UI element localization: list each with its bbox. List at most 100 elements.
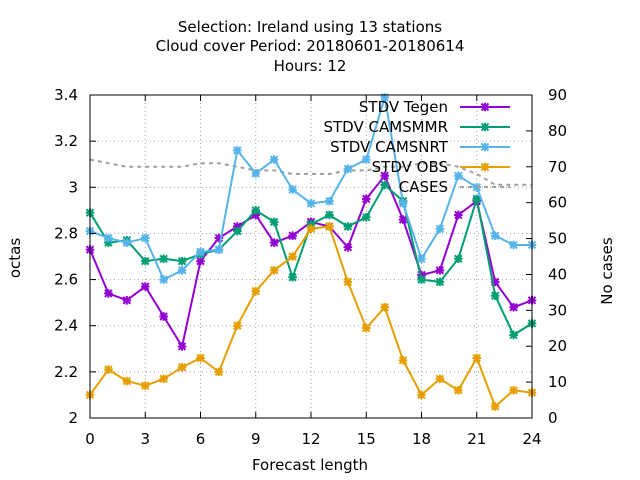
y-tick-label: 2.6 — [54, 271, 78, 289]
data-point-stdv-tegen — [140, 282, 150, 291]
data-point-stdv-camsmmr — [380, 180, 389, 190]
y2-tick-label: 30 — [548, 301, 567, 319]
data-point-stdv-camsnrt — [343, 164, 353, 174]
legend-marker-stdv-camsnrt — [480, 142, 490, 152]
data-point-stdv-obs — [380, 302, 389, 312]
data-point-stdv-obs — [233, 321, 242, 331]
data-point-stdv-tegen — [343, 242, 353, 252]
data-point-stdv-obs — [343, 277, 353, 287]
data-point-stdv-camsnrt — [490, 231, 500, 241]
y2-axis-title: No cases — [598, 237, 616, 305]
data-point-stdv-tegen — [398, 215, 408, 224]
data-point-stdv-camsnrt — [306, 199, 316, 208]
data-point-stdv-obs — [490, 402, 500, 411]
data-point-stdv-camsnrt — [509, 240, 518, 250]
data-point-stdv-obs — [122, 376, 132, 386]
y-tick-label: 2.8 — [54, 224, 78, 242]
data-point-stdv-tegen — [435, 266, 445, 275]
data-point-stdv-obs — [472, 353, 482, 363]
y2-tick-label: 90 — [548, 86, 567, 104]
series-lines — [85, 93, 537, 411]
data-point-stdv-camsmmr — [140, 256, 150, 266]
legend-marker-stdv-obs — [480, 162, 490, 172]
y2-tick-label: 10 — [548, 373, 567, 391]
data-point-stdv-camsnrt — [159, 275, 168, 284]
data-point-stdv-camsmmr — [343, 222, 353, 231]
legend-label-stdv-camsnrt: STDV CAMSNRT — [330, 138, 449, 156]
data-point-stdv-camsnrt — [325, 196, 334, 206]
cases-series — [89, 158, 532, 186]
data-point-stdv-camsnrt — [214, 245, 224, 254]
data-point-stdv-obs — [159, 374, 168, 384]
data-point-stdv-tegen — [490, 277, 500, 287]
y2-tick-label: 50 — [548, 230, 567, 248]
data-point-stdv-tegen — [233, 222, 242, 231]
data-point-stdv-camsnrt — [251, 169, 261, 178]
y-axis-title: octas — [6, 238, 24, 278]
data-point-stdv-tegen — [104, 289, 113, 298]
series-stdv-obs — [85, 222, 537, 411]
y-tick-label: 3.4 — [54, 86, 78, 104]
data-point-stdv-obs — [177, 362, 187, 372]
data-point-stdv-tegen — [159, 312, 168, 321]
data-point-stdv-camsnrt — [233, 146, 242, 155]
data-point-stdv-obs — [509, 386, 518, 395]
x-tick-label: 9 — [251, 430, 261, 448]
data-point-stdv-obs — [361, 323, 371, 333]
x-axis-title: Forecast length — [252, 456, 368, 474]
data-point-stdv-camsnrt — [269, 155, 279, 164]
legend-label-stdv-obs: STDV OBS — [372, 158, 448, 176]
y2-tick-label: 20 — [548, 337, 567, 355]
data-point-stdv-camsnrt — [435, 224, 445, 234]
data-point-stdv-obs — [417, 390, 426, 400]
x-tick-label: 0 — [85, 430, 95, 448]
data-point-stdv-tegen — [177, 342, 187, 351]
data-point-stdv-tegen — [251, 210, 261, 220]
x-tick-label: 3 — [140, 430, 150, 448]
series-line-cases — [89, 158, 532, 186]
data-point-stdv-tegen — [509, 302, 518, 312]
x-tick-label: 15 — [357, 430, 376, 448]
data-point-stdv-obs — [306, 224, 316, 234]
y-tick-label: 2.2 — [54, 363, 78, 381]
data-point-stdv-obs — [288, 252, 297, 261]
title-line-2: Cloud cover Period: 20180601-20180614 — [156, 37, 465, 55]
data-point-stdv-camsmmr — [306, 219, 316, 229]
data-point-stdv-obs — [325, 222, 334, 231]
data-point-stdv-tegen — [288, 231, 297, 241]
data-point-stdv-tegen — [417, 270, 426, 280]
data-point-stdv-camsnrt — [122, 238, 132, 247]
data-point-stdv-tegen — [380, 171, 389, 181]
data-point-stdv-camsnrt — [104, 233, 113, 243]
legend: STDV Tegen STDV CAMSMMR STDV CAMSNRT STDV O… — [323, 98, 510, 196]
data-point-stdv-camsmmr — [288, 272, 297, 282]
y-tick-label: 3 — [68, 178, 78, 196]
x-tick-label: 6 — [196, 430, 206, 448]
data-point-stdv-camsmmr — [509, 330, 518, 340]
data-point-stdv-camsnrt — [140, 233, 150, 243]
data-point-stdv-camsnrt — [177, 266, 187, 275]
data-point-stdv-camsnrt — [196, 247, 205, 257]
data-point-stdv-camsmmr — [177, 256, 187, 266]
data-point-stdv-tegen — [214, 233, 224, 243]
y2-tick-label: 40 — [548, 265, 567, 283]
data-point-stdv-camsnrt — [361, 155, 371, 164]
data-point-stdv-camsnrt — [288, 185, 297, 194]
chart-title: Selection: Ireland using 13 stations Clo… — [156, 18, 465, 75]
y2-tick-label: 80 — [548, 122, 567, 140]
legend-marker-stdv-camsmmr — [480, 122, 490, 132]
data-point-stdv-obs — [269, 266, 279, 275]
data-point-stdv-obs — [435, 374, 445, 384]
data-point-stdv-tegen — [454, 210, 463, 220]
data-point-stdv-obs — [104, 365, 113, 374]
title-line-1: Selection: Ireland using 13 stations — [178, 18, 442, 36]
data-point-stdv-obs — [214, 367, 224, 377]
data-point-stdv-obs — [454, 386, 463, 395]
y-tick-label: 3.2 — [54, 132, 78, 150]
data-point-stdv-camsmmr — [472, 194, 482, 204]
data-point-stdv-camsmmr — [417, 275, 426, 284]
data-point-stdv-camsnrt — [454, 171, 463, 181]
data-point-stdv-tegen — [122, 296, 132, 305]
axes: 0 3 6 9 12 15 18 21 24 2 2.2 2.4 2.6 2.8 3 3.2 3.4 0 10 20 3… — [54, 86, 567, 448]
